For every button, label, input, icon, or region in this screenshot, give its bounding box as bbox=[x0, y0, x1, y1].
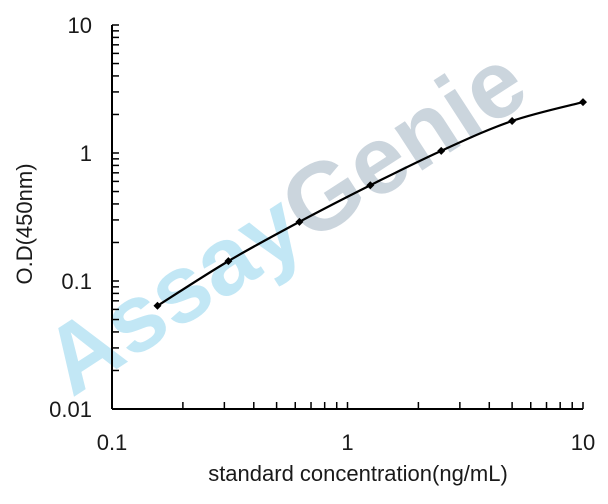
y-tick-label: 0.1 bbox=[61, 269, 92, 294]
data-point-diamond bbox=[224, 257, 233, 266]
data-point-diamond bbox=[579, 98, 587, 107]
x-axis-label: standard concentration(ng/mL) bbox=[208, 461, 508, 486]
watermark-genie: Genie bbox=[262, 27, 544, 262]
data-point-diamond bbox=[508, 116, 517, 125]
data-point-diamond bbox=[437, 146, 446, 155]
x-tick-label: 0.1 bbox=[97, 430, 128, 455]
data-point-diamond bbox=[295, 217, 304, 226]
y-axis-label: O.D(450nm) bbox=[12, 163, 37, 284]
svg-text:AssayGenie: AssayGenie bbox=[25, 27, 544, 416]
watermark: AssayGenie bbox=[25, 27, 544, 416]
x-tick-labels: 0.1 1 10 bbox=[97, 430, 596, 455]
y-tick-label: 10 bbox=[68, 13, 92, 38]
data-point-diamond bbox=[366, 181, 375, 190]
y-tick-label: 0.01 bbox=[49, 397, 92, 422]
series-layer bbox=[153, 98, 587, 310]
x-tick-label: 10 bbox=[571, 430, 595, 455]
data-point-diamond bbox=[153, 301, 162, 310]
axes bbox=[111, 24, 584, 410]
x-tick-label: 1 bbox=[341, 430, 353, 455]
y-tick-labels: 0.01 0.1 1 10 bbox=[49, 13, 92, 422]
y-tick-label: 1 bbox=[80, 141, 92, 166]
